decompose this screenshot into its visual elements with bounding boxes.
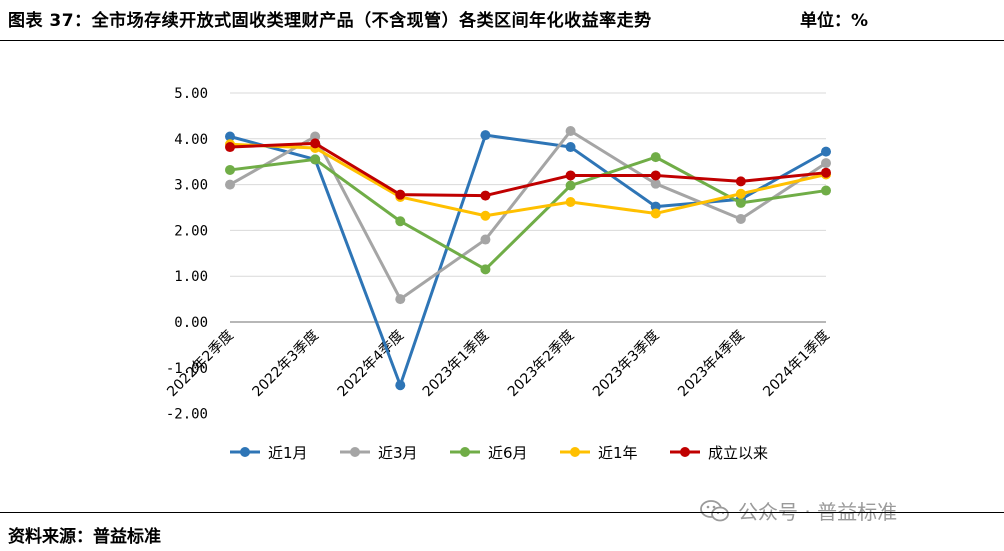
x-tick-label: 2023年3季度 xyxy=(590,328,663,401)
legend-item: 近1月 xyxy=(230,444,308,462)
data-point xyxy=(735,188,746,199)
legend-label: 近3月 xyxy=(378,444,418,462)
x-tick-label: 2023年1季度 xyxy=(420,328,493,401)
data-point xyxy=(735,197,746,208)
series-3 xyxy=(225,152,831,275)
chart-title: 图表 37：全市场存续开放式固收类理财产品（不含现管）各类区间年化收益率走势 xyxy=(8,11,652,31)
data-point xyxy=(821,167,831,178)
data-point xyxy=(650,208,661,219)
series-line xyxy=(229,129,827,301)
data-point xyxy=(395,380,406,391)
bottom-rule xyxy=(0,512,1004,513)
top-rule xyxy=(0,40,1004,41)
data-point xyxy=(310,131,321,142)
legend-label: 成立以来 xyxy=(708,444,768,462)
x-tick-label: 2023年2季度 xyxy=(505,328,578,401)
legend-item: 成立以来 xyxy=(670,444,768,462)
line-chart: 5.004.003.002.001.000.00-1.00-2.002022年2… xyxy=(164,86,833,462)
series-line xyxy=(229,133,827,387)
data-point xyxy=(565,170,576,181)
series-1 xyxy=(225,130,831,391)
title-bar: 图表 37：全市场存续开放式固收类理财产品（不含现管）各类区间年化收益率走势 单… xyxy=(0,0,1004,38)
data-point xyxy=(650,201,661,212)
x-tick-label: 2022年4季度 xyxy=(335,328,408,401)
legend-marker xyxy=(680,447,690,457)
data-point xyxy=(821,158,831,169)
watermark-text: 公众号 · 普益标准 xyxy=(738,500,898,524)
series-5 xyxy=(225,138,831,201)
legend-label: 近1月 xyxy=(268,444,308,462)
unit-label: 单位：% xyxy=(800,11,869,31)
data-point xyxy=(480,264,491,275)
legend-item: 近1年 xyxy=(560,444,638,462)
wechat-icon xyxy=(700,499,729,521)
data-point xyxy=(395,216,406,227)
data-point xyxy=(650,152,661,163)
data-point xyxy=(821,146,831,157)
data-point xyxy=(310,154,321,165)
data-point xyxy=(480,130,491,141)
legend-label: 近6月 xyxy=(488,444,528,462)
data-point xyxy=(565,197,576,208)
x-tick-label: 2022年3季度 xyxy=(249,328,322,401)
data-point xyxy=(821,185,831,196)
data-point xyxy=(565,180,576,191)
source-note: 资料来源：普益标准 xyxy=(8,527,161,547)
legend-marker xyxy=(570,447,580,457)
legend-marker xyxy=(240,447,250,457)
y-tick-label: 4.00 xyxy=(174,132,208,148)
legend-marker xyxy=(460,447,470,457)
series-line xyxy=(229,142,827,218)
data-point xyxy=(650,170,661,181)
data-point xyxy=(225,179,235,190)
legend-item: 近6月 xyxy=(450,444,528,462)
y-tick-label: -2.00 xyxy=(166,407,208,423)
x-tick-label: 2023年4季度 xyxy=(675,328,748,401)
data-point xyxy=(225,164,235,175)
x-tick-label: 2024年1季度 xyxy=(760,328,833,401)
watermark: 公众号 · 普益标准 xyxy=(700,496,897,525)
data-point xyxy=(480,210,491,221)
legend-label: 近1年 xyxy=(598,444,638,462)
data-point xyxy=(480,234,491,245)
y-tick-label: 0.00 xyxy=(174,315,208,331)
y-tick-label: 5.00 xyxy=(174,86,208,102)
data-point xyxy=(225,131,235,142)
data-point xyxy=(650,178,661,189)
y-tick-label: 1.00 xyxy=(174,269,208,285)
data-point xyxy=(565,126,576,137)
data-point xyxy=(225,142,235,153)
data-point xyxy=(480,190,491,201)
legend-item: 近3月 xyxy=(340,444,418,462)
y-tick-label: -1.00 xyxy=(166,361,208,377)
data-point xyxy=(310,138,321,149)
y-tick-label: 3.00 xyxy=(174,178,208,194)
data-point xyxy=(395,294,406,305)
data-point xyxy=(735,176,746,187)
y-tick-label: 2.00 xyxy=(174,223,208,239)
data-point xyxy=(565,142,576,153)
series-line xyxy=(229,141,827,198)
data-point xyxy=(395,189,406,200)
legend-marker xyxy=(350,447,360,457)
data-point xyxy=(735,213,746,224)
series-line xyxy=(229,155,827,271)
